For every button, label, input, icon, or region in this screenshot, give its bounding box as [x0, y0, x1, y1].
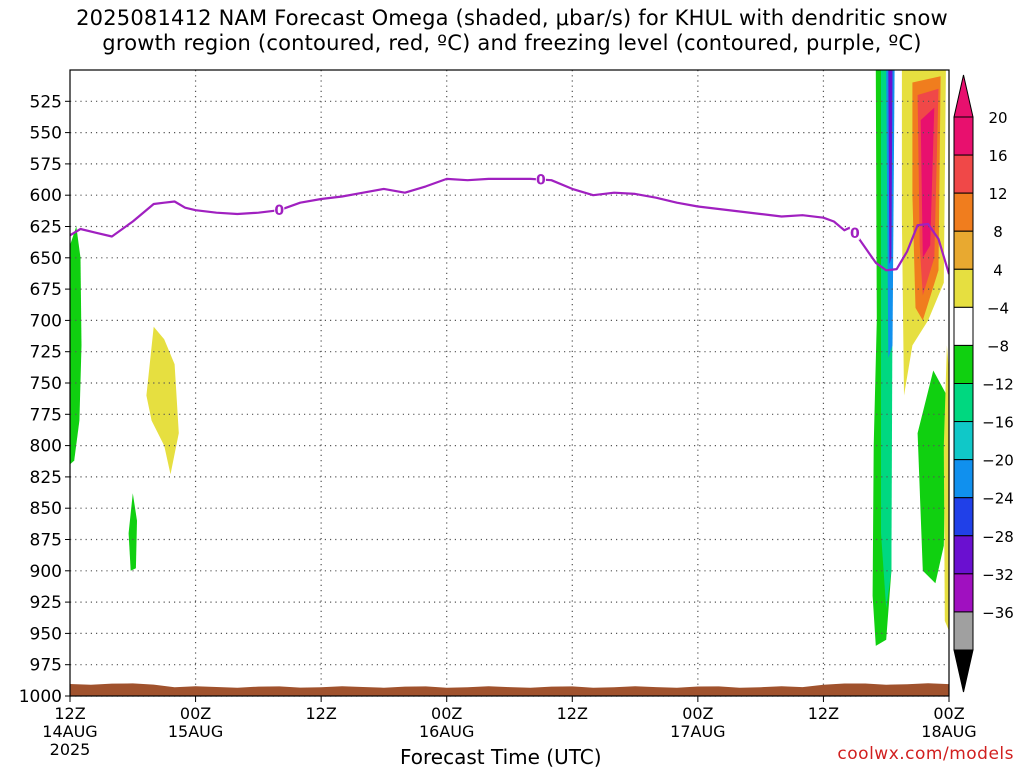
freezing-level-label: 0 — [274, 203, 284, 219]
y-tick-label: 1000 — [19, 687, 62, 707]
y-tick-label: 625 — [30, 218, 62, 238]
freezing-label-bg-1 — [535, 172, 546, 187]
omega-region-10 — [920, 107, 935, 258]
y-tick-label: 875 — [30, 531, 62, 551]
y-tick-label: 650 — [30, 249, 62, 269]
y-tick-label: 825 — [30, 468, 62, 488]
y-tick-label: 800 — [30, 437, 62, 457]
colorbar-swatch — [953, 383, 974, 423]
x-tick-label: 12Z — [808, 704, 839, 723]
surface-terrain — [70, 683, 949, 696]
y-tick-label: 700 — [30, 311, 62, 331]
y-tick-label: 525 — [30, 92, 62, 112]
x-tick-sublabel: 15AUG — [168, 722, 223, 741]
x-tick-sublabel: 17AUG — [670, 722, 725, 741]
freezing-level-line — [70, 177, 949, 275]
y-tick-label: 950 — [30, 624, 62, 644]
y-tick-label: 850 — [30, 499, 62, 519]
colorbar-swatch — [953, 268, 974, 308]
x-tick-sublabel: 18AUG — [921, 722, 976, 741]
x-tick-sublabel: 14AUG — [42, 722, 97, 741]
x-axis-label: Forecast Time (UTC) — [400, 745, 602, 769]
colorbar-label: −4 — [987, 299, 1009, 317]
colorbar-label: 4 — [993, 261, 1003, 279]
x-tick-label: 12Z — [54, 704, 85, 723]
chart-title: 2025081412 NAM Forecast Omega (shaded, μ… — [76, 6, 948, 55]
freezing-label-bg-2 — [849, 225, 860, 240]
colorbar-swatch — [953, 306, 974, 346]
y-tick-label: 925 — [30, 593, 62, 613]
x-tick-label: 00Z — [933, 704, 964, 723]
colorbar-label: −32 — [982, 566, 1014, 584]
colorbar-swatch — [953, 535, 974, 575]
y-tick-label: 600 — [30, 186, 62, 206]
omega-shading — [70, 70, 949, 646]
colorbar-label: 8 — [993, 223, 1003, 241]
x-tick-label: 00Z — [180, 704, 211, 723]
colorbar-label: −16 — [982, 414, 1014, 432]
y-tick-label: 975 — [30, 656, 62, 676]
y-tick-label: 775 — [30, 405, 62, 425]
colorbar-top-arrow — [953, 74, 974, 118]
colorbar-label: −24 — [982, 490, 1014, 508]
freezing-level-label: 0 — [850, 226, 860, 242]
x-tick-label: 12Z — [557, 704, 588, 723]
omega-region-12 — [917, 370, 947, 584]
surface-fill — [70, 683, 949, 696]
freezing-level-contour: 0 0 0 — [70, 172, 949, 275]
colorbar-swatch — [953, 192, 974, 232]
x-tick-label: 12Z — [305, 704, 336, 723]
colorbar-label: 16 — [988, 147, 1007, 165]
colorbar-swatch — [953, 611, 974, 651]
colorbar-label: −36 — [982, 604, 1014, 622]
y-tick-label: 550 — [30, 124, 62, 144]
omega-region-13 — [943, 345, 949, 631]
colorbar-label: 12 — [988, 185, 1007, 203]
colorbar-swatch — [953, 344, 974, 384]
omega-region-1 — [146, 326, 179, 475]
colorbar-bottom-arrow — [953, 649, 974, 693]
colorbar-swatch — [953, 116, 974, 156]
plot-frame — [69, 69, 950, 697]
y-tick-label: 900 — [30, 562, 62, 582]
colorbar-swatch — [953, 230, 974, 270]
colorbar-label: −28 — [982, 528, 1014, 546]
y-tick-label: 675 — [30, 280, 62, 300]
colorbar-label: −20 — [982, 452, 1014, 470]
freezing-label-bg-0 — [274, 203, 285, 218]
colorbar-label: −12 — [982, 376, 1014, 394]
colorbar-swatch — [953, 154, 974, 194]
x-tick-label: 00Z — [431, 704, 462, 723]
colorbar: 20 16 12 8 4 −4 −8 −12 −16 −20 −24 −28 −32 −36 — [953, 74, 1014, 693]
colorbar-swatch — [953, 421, 974, 461]
x-tick-label: 00Z — [682, 704, 713, 723]
colorbar-swatch — [953, 573, 974, 613]
credit-link[interactable]: coolwx.com/models — [837, 744, 1014, 764]
x-tick-sublabel: 2025 — [50, 740, 91, 759]
colorbar-label: −8 — [987, 337, 1009, 355]
omega-region-0 — [70, 226, 82, 465]
colorbar-swatch — [953, 459, 974, 499]
omega-region-2 — [128, 493, 137, 571]
freezing-level-label: 0 — [536, 173, 546, 189]
colorbar-swatch — [953, 497, 974, 537]
omega-region-6 — [888, 70, 893, 265]
y-axis-ticks: 525 550 575 600 625 650 675 700 725 750 775 800 825 8… — [19, 92, 70, 707]
y-tick-label: 750 — [30, 374, 62, 394]
colorbar-label: 20 — [988, 109, 1007, 127]
x-tick-sublabel: 16AUG — [419, 722, 474, 741]
grid-lines — [70, 70, 949, 697]
y-tick-label: 575 — [30, 155, 62, 175]
y-tick-label: 725 — [30, 343, 62, 363]
